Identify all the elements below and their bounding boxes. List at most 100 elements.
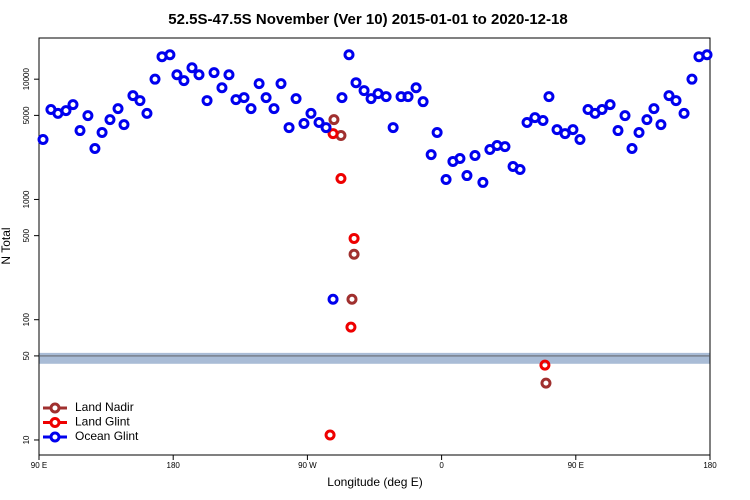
data-point <box>201 95 213 107</box>
data-point <box>417 96 429 108</box>
data-point <box>514 163 526 175</box>
data-point <box>461 170 473 182</box>
data-point <box>298 118 310 130</box>
data-point <box>324 429 336 441</box>
data-point <box>626 143 638 155</box>
y-tick-label: 10000 <box>22 68 31 91</box>
data-point <box>149 73 161 85</box>
data-point <box>327 128 339 140</box>
data-point <box>327 293 339 305</box>
data-point <box>431 127 443 139</box>
data-point <box>521 117 533 129</box>
data-point <box>454 153 466 165</box>
data-point <box>380 91 392 103</box>
data-point <box>260 92 272 104</box>
data-point <box>112 103 124 115</box>
y-tick-label: 50 <box>22 351 31 360</box>
data-point <box>410 82 422 94</box>
data-point <box>539 359 551 371</box>
legend-label: Ocean Glint <box>75 429 139 443</box>
data-point <box>641 114 653 126</box>
data-point <box>348 248 360 260</box>
data-point <box>96 127 108 139</box>
data-point <box>245 103 257 115</box>
data-point <box>238 92 250 104</box>
data-point <box>104 114 116 126</box>
data-point <box>141 107 153 119</box>
y-tick-label: 500 <box>22 228 31 242</box>
data-point <box>365 93 377 105</box>
data-point <box>223 69 235 81</box>
data-point <box>559 128 571 140</box>
chart-title: 52.5S-47.5S November (Ver 10) 2015-01-01… <box>168 11 567 28</box>
data-point <box>118 119 130 131</box>
data-point <box>346 293 358 305</box>
legend-marker <box>49 417 61 428</box>
data-point <box>208 67 220 79</box>
y-axis-label: N Total <box>0 227 13 264</box>
data-point <box>67 99 79 111</box>
y-tick-label: 100 <box>22 312 31 326</box>
data-point <box>633 127 645 139</box>
data-point <box>348 232 360 244</box>
legend-marker <box>49 402 61 414</box>
data-point <box>186 62 198 74</box>
data-point <box>164 49 176 61</box>
data-point <box>670 95 682 107</box>
data-point <box>537 115 549 127</box>
data-point <box>477 176 489 188</box>
data-point <box>499 141 511 153</box>
x-tick-label: 180 <box>167 461 181 470</box>
data-point <box>89 143 101 155</box>
y-tick-label: 10 <box>22 435 31 444</box>
data-point <box>275 78 287 90</box>
data-point <box>358 85 370 97</box>
data-point <box>648 103 660 115</box>
data-point <box>387 122 399 134</box>
data-point <box>328 114 340 126</box>
data-point <box>469 149 481 161</box>
data-point <box>253 78 265 90</box>
y-tick-label: 5000 <box>22 106 31 124</box>
data-point <box>82 110 94 122</box>
data-point <box>134 95 146 107</box>
x-tick-label: 90 W <box>298 461 317 470</box>
data-point <box>193 69 205 81</box>
data-point <box>655 119 667 131</box>
y-tick-label: 1000 <box>22 190 31 208</box>
data-point <box>574 134 586 146</box>
data-point <box>178 75 190 87</box>
data-point <box>290 93 302 105</box>
data-point <box>596 103 608 115</box>
data-point <box>335 172 347 184</box>
data-point <box>551 124 563 136</box>
data-point <box>701 49 713 61</box>
data-point <box>74 125 86 137</box>
data-point <box>440 173 452 185</box>
data-point <box>313 117 325 129</box>
data-point <box>216 82 228 94</box>
legend-label: Land Glint <box>75 415 130 429</box>
data-point <box>127 90 139 102</box>
data-point <box>678 107 690 119</box>
data-point <box>543 91 555 103</box>
data-point <box>60 105 72 117</box>
x-tick-label: 180 <box>703 461 717 470</box>
data-point <box>345 321 357 333</box>
data-point <box>171 69 183 81</box>
data-point <box>336 92 348 104</box>
reference-band <box>39 352 710 364</box>
x-tick-label: 0 <box>439 461 444 470</box>
data-point <box>350 77 362 89</box>
data-point <box>686 73 698 85</box>
data-point <box>663 90 675 102</box>
data-point <box>343 49 355 61</box>
plot-frame <box>38 37 711 456</box>
x-tick-label: 90 E <box>568 461 584 470</box>
data-point <box>37 134 49 146</box>
data-point <box>540 377 552 389</box>
data-point <box>567 124 579 136</box>
legend-marker <box>49 431 61 443</box>
data-point <box>425 149 437 161</box>
